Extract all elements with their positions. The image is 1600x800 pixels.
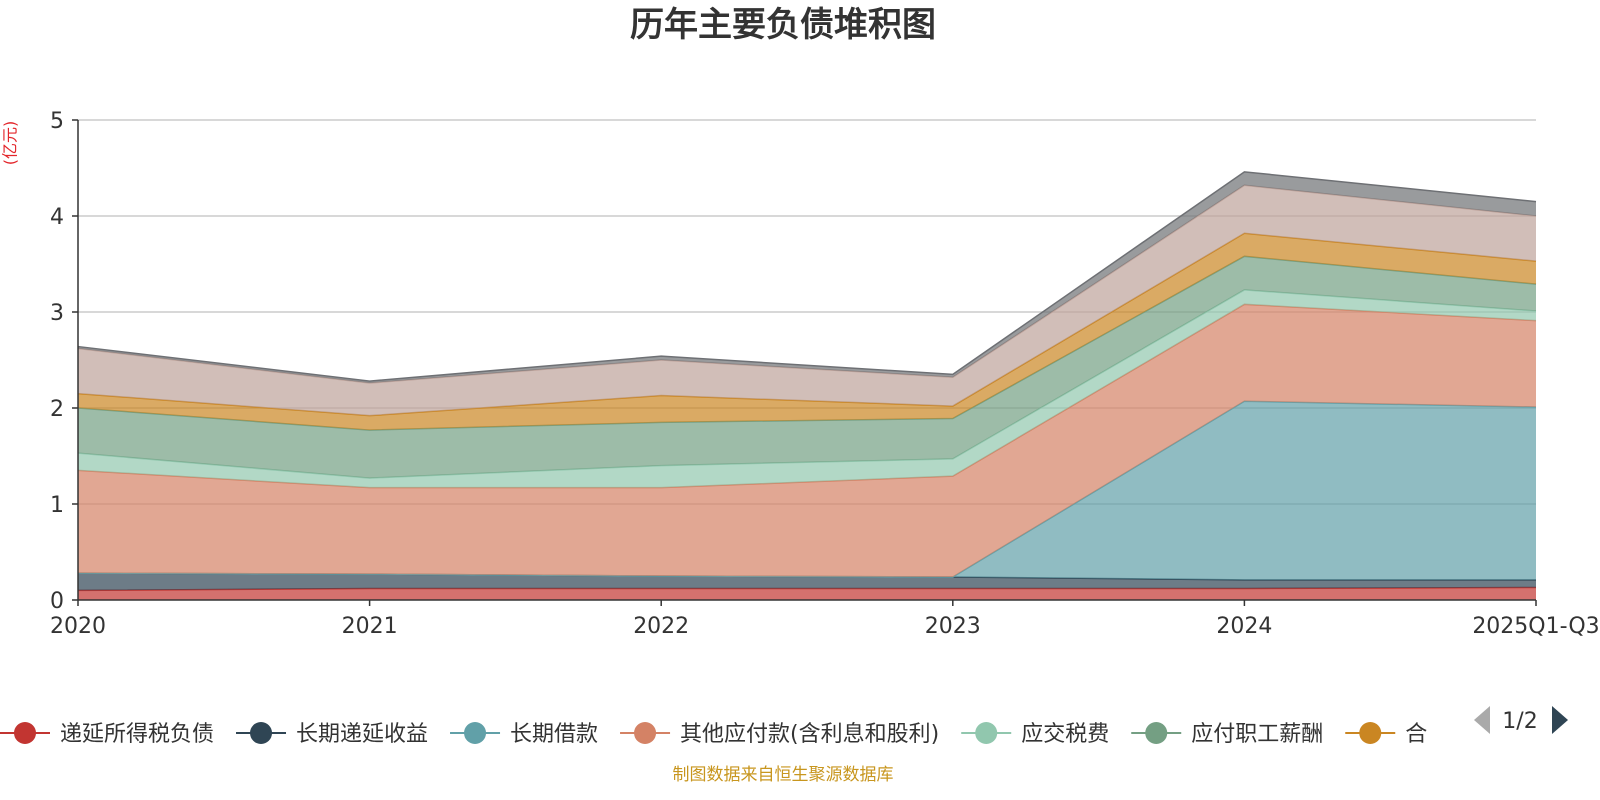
x-tick-label: 2022: [633, 614, 689, 639]
stacked-areas: [77, 171, 1537, 600]
y-tick-label: 1: [50, 493, 64, 518]
y-tick-label: 0: [50, 589, 64, 614]
area-series: [78, 304, 1536, 577]
x-tick-label: 2024: [1216, 614, 1272, 639]
x-tick-label: 2025Q1-Q3: [1472, 614, 1599, 639]
legend-label: 应付职工薪酬: [1191, 722, 1323, 747]
legend-label: 应交税费: [1021, 722, 1109, 747]
area-series: [78, 289, 1536, 488]
x-tick-label: 2020: [50, 614, 106, 639]
triangle-right-icon[interactable]: [1552, 706, 1568, 734]
area-series: [78, 256, 1536, 479]
legend-page-indicator: 1/2: [1502, 709, 1537, 734]
area-series: [78, 185, 1536, 416]
y-tick-label: 4: [50, 205, 64, 230]
area-series: [78, 171, 1536, 384]
chart-title: 历年主要负债堆积图: [630, 5, 936, 45]
legend-item[interactable]: 其他应付款(含利息和股利): [620, 722, 939, 747]
legend-marker-icon: [634, 722, 657, 744]
y-axis-unit: (亿元): [1, 121, 20, 166]
legend-label: 长期借款: [510, 722, 598, 747]
legend-item[interactable]: 合: [1345, 722, 1427, 747]
legend-item[interactable]: 长期借款: [450, 722, 598, 747]
legend[interactable]: 递延所得税负债 长期递延收益 长期借款 其他应付款(含利息和股利) 应交税费 应付职工薪酬…: [0, 722, 1427, 747]
data-source-note: 制图数据来自恒生聚源数据库: [673, 765, 894, 785]
legend-item[interactable]: 应交税费: [961, 722, 1109, 747]
y-tick-label: 2: [50, 397, 64, 422]
x-tick-label: 2023: [925, 614, 981, 639]
axes: 0 1 2 3 4 5 2020 2021 2022 2023 2024 2025Q1-Q3: [50, 109, 1600, 639]
area-series: [78, 233, 1536, 431]
legend-item[interactable]: 长期递延收益: [236, 722, 428, 747]
legend-item[interactable]: 递延所得税负债: [0, 722, 214, 747]
legend-item[interactable]: 应付职工薪酬: [1131, 722, 1323, 747]
legend-marker-icon: [464, 722, 487, 744]
legend-marker-icon: [1359, 722, 1382, 744]
legend-label: 递延所得税负债: [60, 722, 214, 747]
legend-marker-icon: [1145, 722, 1168, 744]
legend-marker-icon: [975, 722, 998, 744]
area-series: [78, 587, 1536, 600]
y-tick-label: 3: [50, 301, 64, 326]
x-tick-label: 2021: [342, 614, 398, 639]
legend-pager: 1/2: [1474, 706, 1568, 734]
y-tick-label: 5: [50, 109, 64, 134]
area-series-line: [77, 171, 1537, 382]
legend-label: 长期递延收益: [296, 722, 428, 747]
legend-marker-icon: [250, 722, 273, 744]
legend-marker-icon: [14, 722, 36, 744]
legend-label: 其他应付款(含利息和股利): [680, 722, 939, 747]
triangle-left-icon[interactable]: [1474, 706, 1490, 734]
area-series: [78, 573, 1536, 591]
legend-label: 合: [1405, 722, 1427, 747]
